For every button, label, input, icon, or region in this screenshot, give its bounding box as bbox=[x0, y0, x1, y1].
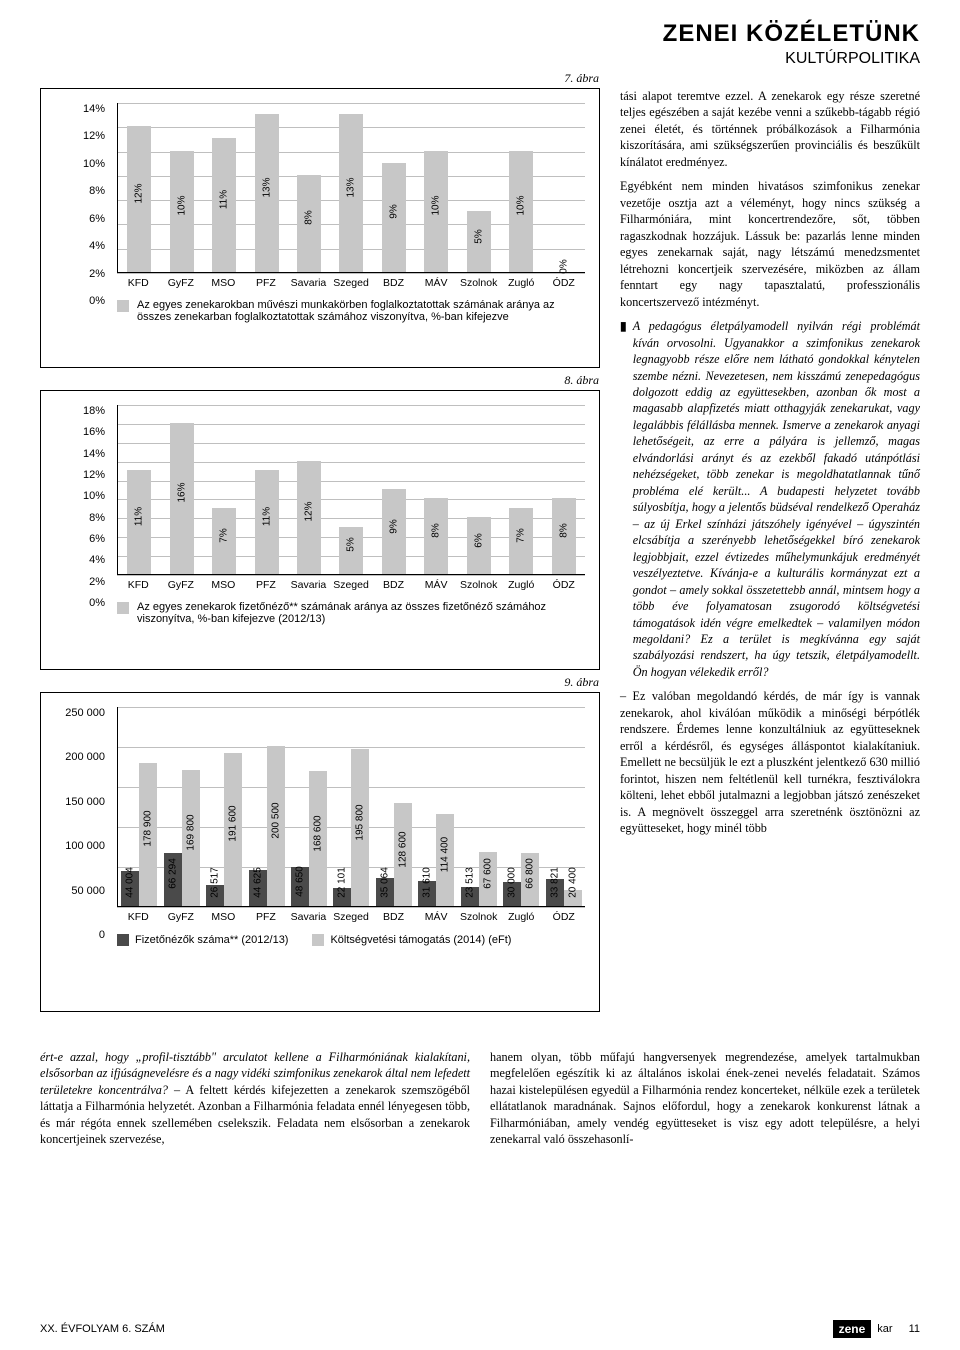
plot-area-7: 12% 10% 11% 13% 8% 13% 9% 10% 5% 10% 0% bbox=[117, 103, 585, 273]
y-axis-8: 18%16%14%12%10%8%6%4%2%0% bbox=[55, 405, 105, 609]
fig-label-7: 7. ábra bbox=[564, 71, 599, 86]
bar-group: 44 004 178 900 bbox=[118, 763, 160, 906]
bar-group: 33 821 20 400 bbox=[543, 879, 585, 906]
bar-group: 30 000 66 800 bbox=[500, 853, 542, 906]
fig-label-9: 9. ábra bbox=[564, 675, 599, 690]
bar-group: 48 650 168 600 bbox=[288, 771, 330, 906]
bar-group: 10% bbox=[500, 151, 542, 272]
chart-caption-7: Az egyes zenekarokban művészi munkakörbe… bbox=[117, 299, 585, 323]
bar-group: 31 610 114 400 bbox=[415, 814, 457, 906]
para-3-text: A pedagógus életpályamodell nyilván régi… bbox=[633, 318, 920, 680]
y-axis-7: 14%12%10%8%6%4%2%0% bbox=[55, 103, 105, 307]
para-4: – Ez valóban megoldandó kérdés, de már í… bbox=[620, 688, 920, 836]
bar-group: 9% bbox=[373, 489, 415, 574]
bar-group: 66 294 169 800 bbox=[160, 770, 202, 906]
caption-text-7: Az egyes zenekarokban művészi munkakörbe… bbox=[137, 299, 585, 323]
legend-swatch-8 bbox=[117, 602, 129, 614]
bar-group: 44 625 200 500 bbox=[245, 746, 287, 906]
bottom-text: ért-e azzal, hogy „profil-tisztább" arcu… bbox=[0, 1034, 960, 1148]
bottom-col-1: ért-e azzal, hogy „profil-tisztább" arcu… bbox=[40, 1049, 470, 1148]
legend-swatch-9a bbox=[117, 934, 129, 946]
caption-text-8: Az egyes zenekarok fizetőnéző** számának… bbox=[137, 601, 585, 625]
x-labels-9: KFDGyFZMSOPFZSavariaSzegedBDZMÁVSzolnokZ… bbox=[117, 911, 585, 923]
bar-group: 22 101 195 800 bbox=[330, 749, 372, 906]
bar-group: 7% bbox=[203, 508, 245, 574]
bar-group: 5% bbox=[330, 527, 372, 574]
chart-caption-8: Az egyes zenekarok fizetőnéző** számának… bbox=[117, 601, 585, 625]
legend-swatch-7 bbox=[117, 300, 129, 312]
legend-label-9a: Fizetőnézők száma** (2012/13) bbox=[135, 934, 288, 946]
legend-swatch-9b bbox=[312, 934, 324, 946]
y-axis-9: 250 000200 000150 000100 00050 0000 bbox=[55, 707, 105, 941]
para-1: tási alapot teremtve ezzel. A zenekarok … bbox=[620, 88, 920, 170]
bar-group: 11% bbox=[245, 470, 287, 574]
x-labels-7: KFDGyFZMSOPFZSavariaSzegedBDZMÁVSzolnokZ… bbox=[117, 277, 585, 289]
footer-left: XX. ÉVFOLYAM 6. SZÁM bbox=[40, 1323, 165, 1335]
plot-area-8: 11% 16% 7% 11% 12% 5% 9% 8% 6% 7% 8% bbox=[117, 405, 585, 575]
page-subtitle: KULTÚRPOLITIKA bbox=[40, 50, 920, 68]
bar-group: 10% bbox=[160, 151, 202, 272]
bar-group: 9% bbox=[373, 163, 415, 272]
brand-part1: zene bbox=[839, 1322, 866, 1336]
bullet-mark: ▮ bbox=[620, 318, 627, 688]
brand-part2: kar bbox=[877, 1323, 892, 1335]
chart-9: 9. ábra 250 000200 000150 000100 00050 0… bbox=[40, 692, 600, 1012]
x-labels-8: KFDGyFZMSOPFZSavariaSzegedBDZMÁVSzolnokZ… bbox=[117, 579, 585, 591]
bottom-col-2: hanem olyan, több műfajú hangversenyek m… bbox=[490, 1049, 920, 1148]
bar-group: 35 064 128 600 bbox=[373, 803, 415, 906]
bar-group: 13% bbox=[245, 114, 287, 272]
page-footer: XX. ÉVFOLYAM 6. SZÁM zenekar 11 bbox=[40, 1320, 920, 1338]
article-right-column: tási alapot teremtve ezzel. A zenekarok … bbox=[620, 88, 920, 1034]
bar-group: 7% bbox=[500, 508, 542, 574]
bar-group: 6% bbox=[458, 517, 500, 574]
bar-group: 11% bbox=[203, 138, 245, 272]
bar-group: 12% bbox=[118, 126, 160, 272]
bar-group: 13% bbox=[330, 114, 372, 272]
bar-group: 11% bbox=[118, 470, 160, 574]
chart-legend-9: Fizetőnézők száma** (2012/13) Költségvet… bbox=[117, 933, 585, 946]
fig-label-8: 8. ábra bbox=[564, 373, 599, 388]
para-3: ▮ A pedagógus életpályamodell nyilván ré… bbox=[620, 318, 920, 688]
page-title: ZENEI KÖZÉLETÜNK bbox=[40, 20, 920, 48]
bar-group: 10% bbox=[415, 151, 457, 272]
plot-area-9: 44 004 178 900 66 294 169 800 26 517 191… bbox=[117, 707, 585, 907]
bar-group: 8% bbox=[415, 498, 457, 574]
footer-brand: zenekar 11 bbox=[833, 1320, 920, 1338]
bar-group: 8% bbox=[288, 175, 330, 272]
chart-7: 7. ábra 14%12%10%8%6%4%2%0% 12% 10% 11% … bbox=[40, 88, 600, 368]
para-2: Egyébként nem minden hivatásos szimfonik… bbox=[620, 178, 920, 310]
bar-group: 12% bbox=[288, 461, 330, 574]
bar-group: 23 513 67 600 bbox=[458, 852, 500, 906]
bar-group: 26 517 191 600 bbox=[203, 753, 245, 906]
bar-group: 16% bbox=[160, 423, 202, 574]
bar-group: 8% bbox=[543, 498, 585, 574]
page-number: 11 bbox=[909, 1323, 920, 1335]
bar-group: 5% bbox=[458, 211, 500, 272]
legend-label-9b: Költségvetési támogatás (2014) (eFt) bbox=[330, 934, 511, 946]
chart-8: 8. ábra 18%16%14%12%10%8%6%4%2%0% 11% 16… bbox=[40, 390, 600, 670]
